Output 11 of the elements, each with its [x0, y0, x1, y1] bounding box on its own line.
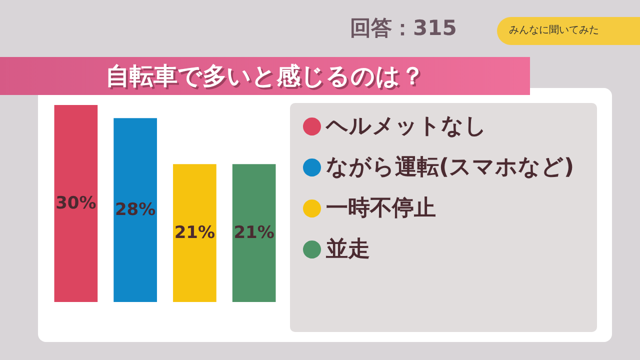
legend-label: ヘルメットなし	[325, 114, 487, 139]
chart-title: 自転車で多いと感じるのは？	[0, 57, 530, 95]
data-label: 21%	[174, 223, 216, 244]
legend-label: 一時不停止	[326, 196, 436, 221]
legend-label: ながら運転(スマホなど)	[326, 155, 574, 180]
data-label: 30%	[56, 194, 96, 214]
legend-label: 並走	[325, 237, 370, 262]
data-label: 28%	[114, 200, 156, 220]
text: みんなに聞いてみた	[497, 17, 640, 45]
text: 回答：315	[350, 15, 457, 42]
data-label: 21%	[234, 223, 274, 244]
